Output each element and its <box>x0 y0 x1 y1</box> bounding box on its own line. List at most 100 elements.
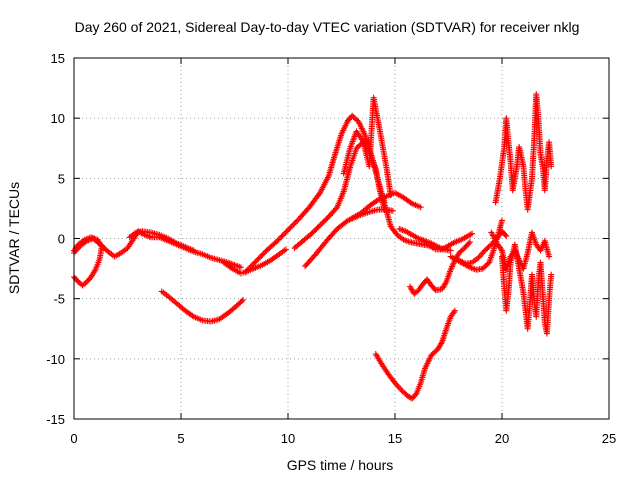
data-point <box>488 241 495 248</box>
axis-ticks: 0 5 10 15 20 25 -15 -10 -5 0 5 10 15 <box>46 51 616 446</box>
data-point <box>274 237 281 244</box>
data-point <box>479 250 486 257</box>
series-arc-6 <box>242 112 388 276</box>
data-point <box>475 254 482 261</box>
x-axis-label: GPS time / hours <box>287 457 394 473</box>
data-point <box>397 385 404 392</box>
data-point <box>260 250 267 257</box>
data-point <box>286 225 293 232</box>
series-arc-2 <box>71 234 105 289</box>
data-point <box>248 262 255 269</box>
data-point <box>289 223 296 230</box>
data-markers <box>71 91 555 402</box>
data-point <box>227 264 234 271</box>
chart-title: Day 260 of 2021, Sidereal Day-to-day VTE… <box>75 19 580 35</box>
y-tick-label: -5 <box>53 292 65 307</box>
data-point <box>442 280 449 287</box>
data-point <box>243 267 250 274</box>
data-point <box>240 296 247 303</box>
data-point <box>256 254 263 261</box>
data-point <box>548 163 555 170</box>
data-point <box>316 191 323 198</box>
data-point <box>332 205 339 212</box>
data-point <box>502 231 509 238</box>
series-arc-9 <box>340 94 394 199</box>
data-point <box>499 217 505 224</box>
data-point <box>247 263 254 270</box>
data-point <box>394 382 401 389</box>
data-point <box>467 231 474 238</box>
data-point <box>278 233 285 240</box>
series-arc-7 <box>291 139 388 252</box>
data-point <box>407 199 414 206</box>
data-point <box>389 207 396 214</box>
data-point <box>476 253 483 260</box>
data-point <box>548 271 555 278</box>
data-point <box>250 261 257 268</box>
data-point <box>72 275 79 282</box>
data-point <box>293 218 300 225</box>
data-point <box>480 248 487 255</box>
series-arc-8 <box>302 206 396 270</box>
data-point <box>282 229 289 236</box>
data-point <box>255 255 262 262</box>
data-point <box>275 236 282 243</box>
data-point <box>283 228 290 235</box>
data-point <box>282 246 289 253</box>
data-point <box>242 269 249 276</box>
y-tick-label: 5 <box>58 171 65 186</box>
series-arc-3 <box>126 228 197 254</box>
data-point <box>287 224 294 231</box>
data-point <box>190 247 197 254</box>
data-point <box>276 235 283 242</box>
data-point <box>189 312 196 319</box>
data-point <box>466 239 473 246</box>
data-point <box>465 240 472 247</box>
data-point <box>285 227 291 234</box>
data-point <box>451 307 458 314</box>
data-point <box>290 221 297 228</box>
data-point <box>259 251 266 258</box>
series-arc-12 <box>396 225 454 254</box>
x-tick-label: 15 <box>388 431 402 446</box>
series-arc-19 <box>488 229 553 273</box>
data-point <box>393 381 400 388</box>
x-tick-label: 25 <box>602 431 616 446</box>
data-point <box>478 251 485 258</box>
data-point <box>272 239 279 246</box>
y-tick-label: -10 <box>46 352 65 367</box>
series-arc-10 <box>349 189 424 222</box>
data-point <box>251 259 258 266</box>
data-point <box>447 247 454 254</box>
data-point <box>244 266 251 273</box>
y-tick-label: 10 <box>51 111 65 126</box>
data-point <box>469 230 476 237</box>
data-point <box>438 340 445 347</box>
data-point <box>412 391 419 398</box>
data-point <box>395 384 402 391</box>
data-point <box>291 220 298 227</box>
data-point <box>373 197 380 204</box>
data-point <box>237 264 244 271</box>
x-tick-label: 0 <box>70 431 77 446</box>
y-tick-label: -15 <box>46 412 65 427</box>
y-tick-label: 15 <box>51 51 65 66</box>
data-point <box>487 242 494 249</box>
data-point <box>252 258 259 265</box>
data-point <box>393 230 400 237</box>
data-point <box>258 252 265 259</box>
series-arc-18 <box>499 241 555 337</box>
data-point <box>417 204 424 211</box>
x-tick-label: 10 <box>281 431 295 446</box>
data-point <box>246 265 253 272</box>
x-tick-label: 20 <box>495 431 509 446</box>
data-point <box>546 253 553 260</box>
data-point <box>280 231 287 238</box>
grid <box>74 58 609 419</box>
data-point <box>254 257 261 264</box>
data-point <box>503 233 510 240</box>
y-axis-label: SDTVAR / TECUs <box>6 182 22 294</box>
data-point <box>275 252 282 259</box>
y-tick-label: 0 <box>58 232 65 247</box>
